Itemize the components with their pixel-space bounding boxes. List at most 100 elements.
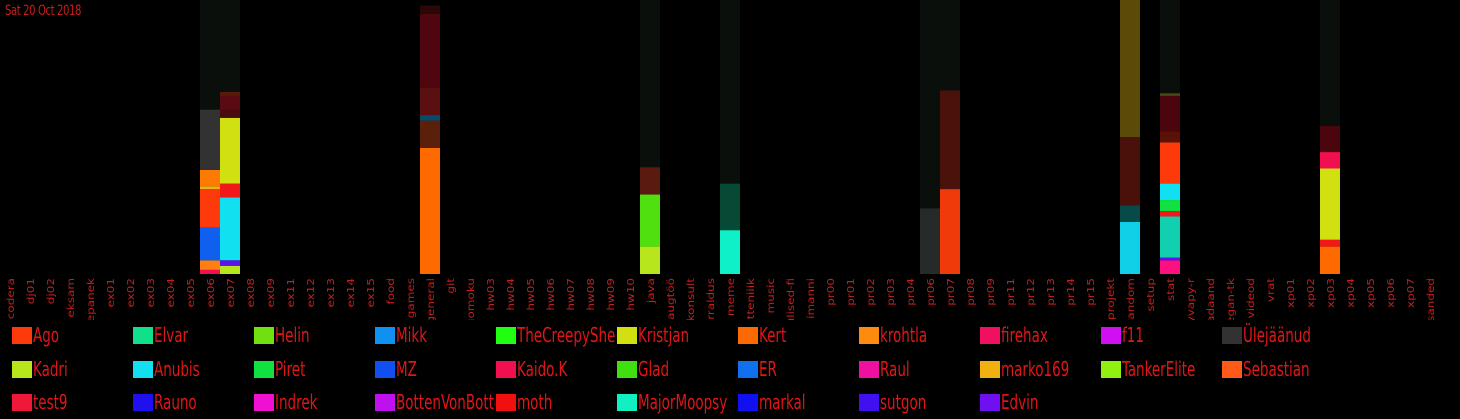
legend-swatch (133, 326, 153, 344)
legend-item: Kadri (12, 357, 165, 381)
x-tick-label: meme (725, 278, 736, 317)
x-tick-label: pr13 (1045, 278, 1056, 306)
bar-segment (1120, 221, 1140, 274)
legend-label: krohtla (880, 323, 928, 347)
legend-item: TankerElite (1101, 357, 1254, 381)
x-tick-label: hw07 (565, 278, 576, 311)
x-tick-label: xp04 (1345, 278, 1356, 308)
x-tick-label: hw06 (545, 278, 556, 311)
bar-segment (1160, 257, 1180, 261)
x-tick-label: vegan-tk (1225, 277, 1236, 320)
bars-layer (200, 0, 1340, 274)
legend-swatch (496, 326, 516, 344)
legend-label: MajorMoopsy (638, 390, 728, 414)
bar-segment (220, 91, 240, 96)
legend-item: Helin (254, 323, 407, 347)
legend-label: TheCreepySheep (517, 323, 616, 347)
x-tick-label: hw10 (625, 278, 636, 311)
x-tick-label: ex09 (265, 278, 276, 308)
x-tick-label: general (425, 278, 436, 320)
bar-segment (200, 269, 220, 274)
legend-item: Ülejäänud (1222, 323, 1375, 347)
legend-item: Kaido.K (496, 357, 649, 381)
legend-swatch (12, 393, 32, 411)
bar-segment (1320, 126, 1340, 153)
bar-segment (200, 0, 220, 110)
legend-label: f11 (1122, 323, 1144, 347)
bar-segment (1160, 142, 1180, 184)
legend-label: marko169 (1001, 357, 1070, 381)
x-tick-label: projekt (1105, 278, 1116, 320)
legend-swatch (133, 393, 153, 411)
legend-label: Piret (275, 357, 306, 381)
legend-label: markal (759, 390, 806, 414)
bar-segment (1160, 200, 1180, 211)
x-tick-label: vrat (1265, 278, 1276, 302)
legend-label: sutgon (880, 390, 927, 414)
legend-label: Kadri (33, 357, 68, 381)
x-tick-label: ex14 (345, 278, 356, 308)
bar-segment (1120, 0, 1140, 137)
bar-segment (1320, 246, 1340, 274)
date-label: Sat 20 Oct 2018 (5, 3, 81, 19)
x-tick-label: olulised-fi (785, 278, 796, 320)
x-tick-label: pr08 (965, 278, 976, 306)
bar-segment (1160, 210, 1180, 217)
legend-swatch (859, 393, 879, 411)
bar-segment (1160, 0, 1180, 94)
legend-item: f11 (1101, 323, 1254, 347)
bar-segment (1120, 137, 1140, 206)
x-tick-label: xp05 (1365, 278, 1376, 308)
legend-item: Mikk (375, 323, 528, 347)
x-tick-label: random (1125, 278, 1136, 320)
x-tick-label: pr01 (845, 278, 856, 306)
legend-label: BottenVonBotten (396, 390, 495, 414)
legend-label: Edvin (1001, 390, 1039, 414)
legend-item: BottenVonBotten (375, 390, 528, 414)
x-tick-label: ex12 (305, 278, 316, 308)
x-tick-label: teadaand (1205, 278, 1216, 320)
legend-label: Raul (880, 357, 910, 381)
x-tick-label: ex08 (245, 278, 256, 308)
legend-label: moth (517, 390, 553, 414)
bar-segment (1320, 168, 1340, 240)
bar-segment (720, 183, 740, 231)
bar-segment (220, 117, 240, 184)
bar-segment (200, 189, 220, 228)
bar-segment (220, 0, 240, 92)
legend-swatch (254, 360, 274, 378)
legend-item: Kristjan (617, 323, 770, 347)
bar-segment (1320, 0, 1340, 127)
legend-swatch (738, 360, 758, 378)
bar-segment (220, 197, 240, 261)
legend-swatch (738, 393, 758, 411)
legend-label: Helin (275, 323, 310, 347)
x-tick-label: kaugtöö (665, 278, 676, 320)
x-tick-label: xp02 (1305, 278, 1316, 308)
x-tick-label: ex15 (365, 278, 376, 308)
bar-segment (200, 260, 220, 270)
bar-segment (220, 265, 240, 274)
x-tick-label: pelimanni (805, 278, 816, 320)
bar-segment (940, 0, 960, 91)
x-tick-label: ex04 (165, 278, 176, 308)
x-tick-label: pr15 (1085, 278, 1096, 306)
legend-item: MajorMoopsy (617, 390, 770, 414)
channel-activity-chart: codera dj01 dj02 eksam ettepanek ex01 ex02 ex03… (5, 0, 1437, 320)
x-tick-label: hw08 (585, 278, 596, 311)
bar-segment (220, 109, 240, 118)
x-tick-label: hw09 (605, 278, 616, 311)
x-tick-label: xp07 (1405, 278, 1416, 308)
legend-label: Glad (638, 357, 670, 381)
legend-swatch (617, 393, 637, 411)
bar-segment (420, 87, 440, 116)
x-tick-label: ülesanded (1425, 278, 1436, 320)
legend-item: moth (496, 390, 649, 414)
legend-item: Kert (738, 323, 891, 347)
legend-swatch (980, 393, 1000, 411)
legend-label: Anubis (154, 357, 200, 381)
bar-segment (720, 230, 740, 274)
legend-label: Ago (33, 323, 60, 347)
x-tick-label: setup (1145, 278, 1156, 312)
bar-segment (1160, 131, 1180, 143)
